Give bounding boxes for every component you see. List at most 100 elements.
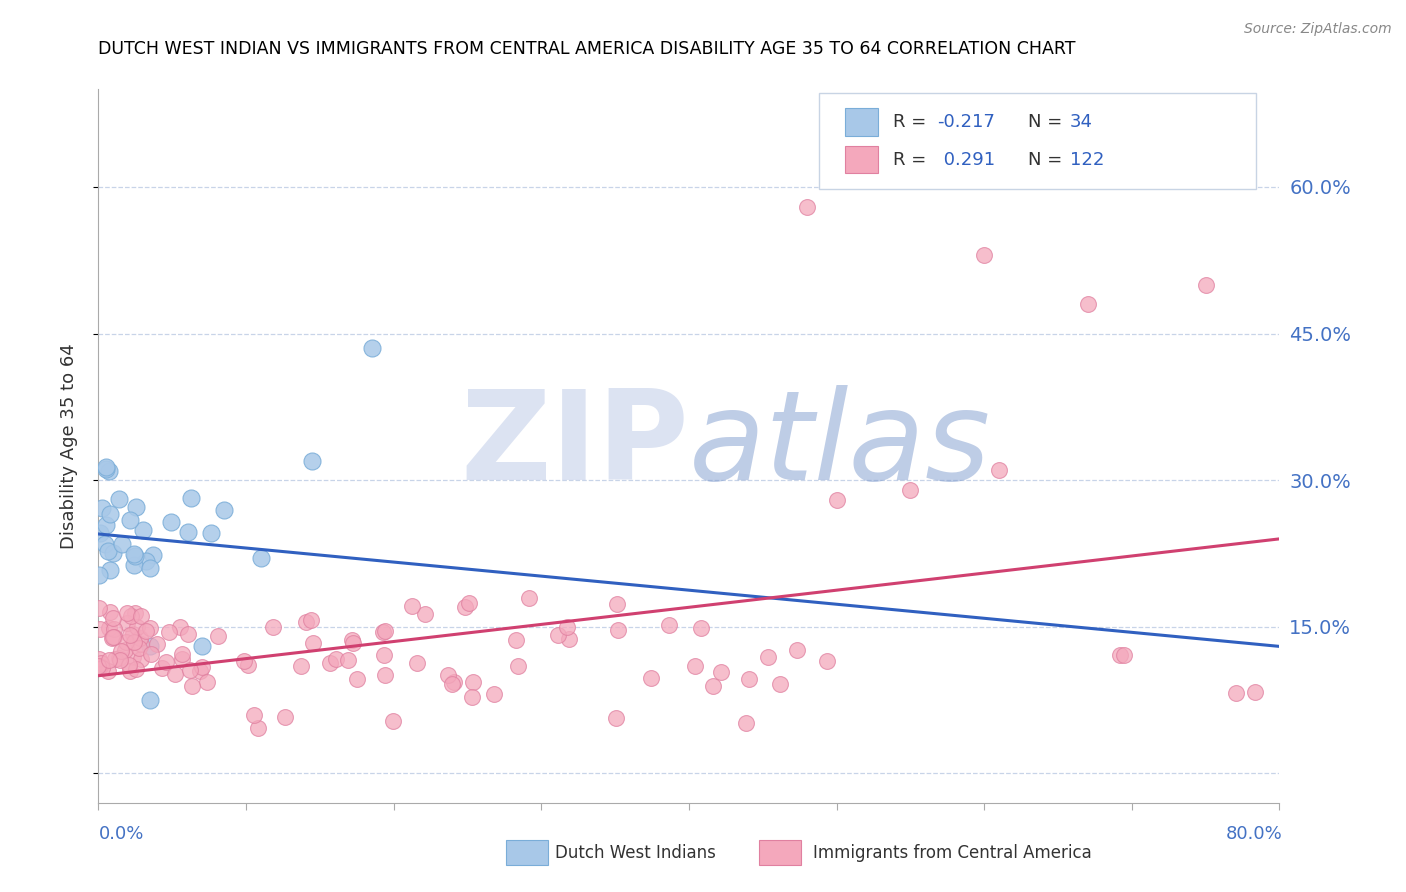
Point [702,679,724,693]
Point [195,675,218,690]
Point [97,544,120,558]
Point [117,658,139,673]
Point [796,200,818,214]
Point [505,633,527,648]
Point [238,658,260,673]
Point [150,661,173,675]
Point [89,622,111,636]
Point [756,649,779,664]
Point [440,676,463,690]
Point [769,677,792,691]
Point [191,640,214,654]
Text: 0.291: 0.291 [938,151,994,169]
Point [299,613,322,627]
Point [710,665,733,680]
Point [96,517,118,532]
Point [129,652,152,666]
Point [737,673,759,687]
Point [825,492,848,507]
Point [302,635,325,649]
Point [120,664,142,678]
Point [94,459,117,474]
Point [98,563,121,577]
Point [100,631,122,645]
Point [115,615,138,630]
Point [295,615,318,630]
Point [98,605,121,619]
Point [640,671,662,685]
Point [90,659,112,673]
Point [1225,686,1247,700]
Text: N =: N = [1028,113,1069,131]
Point [124,547,146,561]
Point [437,668,460,682]
Point [463,674,485,689]
Point [207,630,229,644]
Text: 34: 34 [1070,113,1092,131]
Point [98,507,121,521]
Point [233,654,256,668]
Point [108,492,131,507]
Point [129,631,152,645]
Point [973,248,995,262]
Text: atlas: atlas [689,385,991,507]
Point [94,537,117,551]
Point [482,687,505,701]
Text: Source: ZipAtlas.com: Source: ZipAtlas.com [1244,22,1392,37]
Point [734,716,756,731]
Point [118,628,141,642]
Point [122,558,145,573]
Point [124,634,146,648]
Point [250,551,273,566]
Point [121,627,143,641]
Point [107,651,129,665]
Bar [845,146,879,173]
Point [90,656,112,670]
Point [124,549,146,563]
Text: Dutch West Indians: Dutch West Indians [555,844,716,862]
Point [815,654,838,668]
Point [121,608,143,623]
Point [371,624,394,639]
Point [170,652,193,666]
Point [97,621,120,635]
Bar [845,109,879,136]
Point [139,693,162,707]
Point [94,461,117,475]
Point [131,637,153,651]
Point [180,491,202,506]
Point [262,619,284,633]
Point [290,658,312,673]
Point [508,658,530,673]
Point [1109,648,1132,662]
Point [301,453,323,467]
Point [517,591,540,605]
Point [1114,648,1136,662]
Point [118,513,141,527]
Point [127,620,149,634]
Point [179,663,201,677]
Text: R =: R = [893,151,932,169]
Point [401,599,423,613]
Point [155,656,177,670]
Point [454,600,477,615]
Point [138,621,160,635]
Point [103,622,125,636]
Point [413,607,436,622]
Point [190,660,212,674]
Point [786,643,808,657]
Point [89,658,111,673]
Point [129,609,152,624]
Point [607,623,630,637]
Point [87,659,110,673]
Point [214,502,236,516]
Point [139,640,162,654]
Point [374,624,396,639]
Point [547,628,569,642]
Point [177,525,200,540]
Point [132,524,155,538]
Point [87,652,110,666]
Text: R =: R = [893,113,932,131]
Point [101,630,124,644]
FancyBboxPatch shape [818,93,1256,189]
